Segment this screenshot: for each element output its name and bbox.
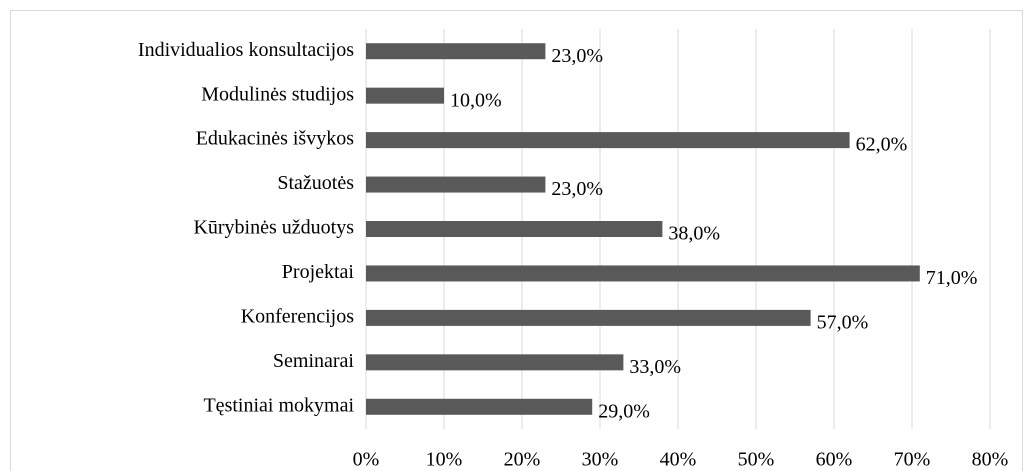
chart-border <box>10 10 1023 471</box>
x-tick-label: 10% <box>426 449 463 471</box>
x-tick-label: 30% <box>582 449 619 471</box>
x-tick-label: 40% <box>660 449 697 471</box>
bar <box>366 398 593 415</box>
y-tick-label: Tęstiniai mokymai <box>203 394 354 416</box>
y-tick-label: Seminarai <box>273 350 355 372</box>
bar <box>366 87 444 104</box>
x-tick-label: 50% <box>738 449 775 471</box>
data-label: 23,0% <box>551 45 603 67</box>
bar <box>366 176 546 193</box>
bar <box>366 354 624 371</box>
y-tick-label: Projektai <box>282 261 355 283</box>
data-label: 62,0% <box>856 134 908 156</box>
data-label: 23,0% <box>551 178 603 200</box>
x-tick-label: 70% <box>894 449 931 471</box>
y-tick-label: Stažuotės <box>277 172 354 194</box>
bar <box>366 265 920 282</box>
y-tick-label: Edukacinės išvykos <box>196 128 355 150</box>
bar <box>366 132 850 149</box>
y-tick-label: Individualios konsultacijos <box>138 39 354 61</box>
bar <box>366 43 546 60</box>
x-tick-label: 0% <box>353 449 380 471</box>
data-label: 71,0% <box>926 267 978 289</box>
x-tick-label: 20% <box>504 449 541 471</box>
y-tick-label: Modulinės studijos <box>201 83 354 105</box>
data-label: 33,0% <box>629 356 681 378</box>
x-tick-label: 80% <box>972 449 1009 471</box>
x-tick-label: 60% <box>816 449 853 471</box>
bar <box>366 309 811 326</box>
data-label: 29,0% <box>598 400 650 422</box>
data-label: 10,0% <box>450 89 502 111</box>
bar <box>366 221 663 237</box>
y-tick-label: Kūrybinės užduotys <box>193 217 354 239</box>
y-tick-label: Konferencijos <box>241 305 355 327</box>
data-label: 38,0% <box>668 223 720 245</box>
data-label: 57,0% <box>817 311 869 333</box>
